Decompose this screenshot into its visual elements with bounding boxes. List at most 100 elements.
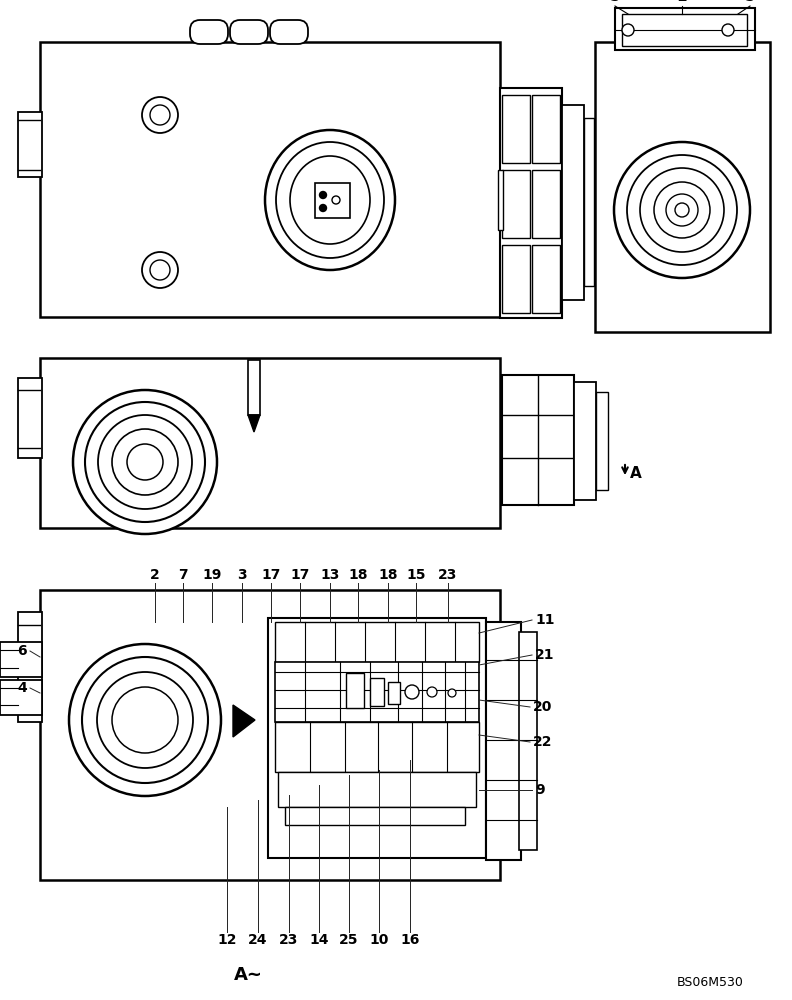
Text: 18: 18 xyxy=(379,568,398,582)
Bar xyxy=(18,612,42,722)
Bar xyxy=(502,170,530,238)
Circle shape xyxy=(319,205,326,212)
Circle shape xyxy=(150,260,170,280)
Bar xyxy=(502,375,574,505)
Bar xyxy=(275,722,479,772)
Bar xyxy=(40,42,500,317)
Bar xyxy=(40,358,500,528)
Circle shape xyxy=(98,415,192,509)
Bar xyxy=(388,682,400,704)
Text: 2: 2 xyxy=(150,568,160,582)
Bar xyxy=(502,245,530,313)
Ellipse shape xyxy=(290,156,370,244)
Bar xyxy=(248,360,260,415)
Circle shape xyxy=(614,142,750,278)
Bar xyxy=(532,245,560,313)
Bar xyxy=(615,8,755,50)
Text: 10: 10 xyxy=(369,933,389,947)
Circle shape xyxy=(332,196,340,204)
Text: 24: 24 xyxy=(248,933,268,947)
Text: 16: 16 xyxy=(400,933,420,947)
Bar xyxy=(595,42,770,332)
Bar xyxy=(486,622,521,860)
Bar xyxy=(562,105,584,300)
Circle shape xyxy=(448,689,456,697)
Circle shape xyxy=(112,687,178,753)
Circle shape xyxy=(112,429,178,495)
FancyBboxPatch shape xyxy=(190,20,228,44)
Bar xyxy=(315,183,350,218)
Bar xyxy=(18,112,42,177)
Text: BS06M530: BS06M530 xyxy=(676,976,744,990)
Ellipse shape xyxy=(265,130,395,270)
Bar xyxy=(18,378,42,458)
Text: A~: A~ xyxy=(234,966,262,984)
Circle shape xyxy=(627,155,737,265)
Circle shape xyxy=(69,644,221,796)
Text: 17: 17 xyxy=(261,568,280,582)
Bar xyxy=(502,95,530,163)
Bar xyxy=(532,170,560,238)
Bar xyxy=(498,170,503,230)
Text: 3: 3 xyxy=(237,568,247,582)
Circle shape xyxy=(654,182,710,238)
Bar xyxy=(584,118,594,286)
Text: 9: 9 xyxy=(535,783,545,797)
Circle shape xyxy=(127,444,163,480)
Text: A: A xyxy=(630,466,642,481)
Circle shape xyxy=(82,657,208,783)
Circle shape xyxy=(666,194,698,226)
Circle shape xyxy=(319,192,326,198)
Circle shape xyxy=(85,402,205,522)
Bar xyxy=(596,392,608,490)
Bar xyxy=(268,618,486,858)
FancyBboxPatch shape xyxy=(230,20,268,44)
Polygon shape xyxy=(248,415,260,432)
Text: 22: 22 xyxy=(533,735,553,749)
Circle shape xyxy=(142,252,178,288)
Text: 4: 4 xyxy=(17,681,27,695)
Bar xyxy=(622,14,747,46)
Bar xyxy=(285,807,465,825)
Circle shape xyxy=(427,687,437,697)
Circle shape xyxy=(97,672,193,768)
Circle shape xyxy=(150,105,170,125)
Circle shape xyxy=(73,390,217,534)
Bar xyxy=(519,632,537,850)
Bar xyxy=(0,642,42,677)
Bar xyxy=(346,673,364,708)
Text: 7: 7 xyxy=(178,568,188,582)
Text: 13: 13 xyxy=(320,568,340,582)
Text: 21: 21 xyxy=(535,648,554,662)
Circle shape xyxy=(142,97,178,133)
Text: 1: 1 xyxy=(676,0,687,4)
Bar xyxy=(275,662,479,722)
FancyBboxPatch shape xyxy=(270,20,308,44)
Polygon shape xyxy=(233,705,255,737)
Text: 14: 14 xyxy=(309,933,329,947)
Text: 5: 5 xyxy=(744,0,756,4)
Text: 18: 18 xyxy=(348,568,367,582)
Ellipse shape xyxy=(276,142,384,258)
Bar xyxy=(370,678,384,706)
Text: 23: 23 xyxy=(280,933,299,947)
Bar xyxy=(532,95,560,163)
Text: 23: 23 xyxy=(438,568,458,582)
Text: 25: 25 xyxy=(339,933,359,947)
Text: 17: 17 xyxy=(291,568,310,582)
Circle shape xyxy=(640,168,724,252)
Bar xyxy=(0,680,42,715)
Text: 15: 15 xyxy=(406,568,426,582)
Bar xyxy=(500,88,562,318)
Bar xyxy=(574,382,596,500)
Text: 20: 20 xyxy=(533,700,552,714)
Circle shape xyxy=(622,24,634,36)
Bar xyxy=(40,590,500,880)
Circle shape xyxy=(675,203,689,217)
Text: 12: 12 xyxy=(217,933,237,947)
Circle shape xyxy=(722,24,734,36)
Text: 19: 19 xyxy=(202,568,222,582)
Text: 11: 11 xyxy=(535,613,554,627)
Text: 6: 6 xyxy=(17,644,27,658)
Bar xyxy=(278,772,476,807)
